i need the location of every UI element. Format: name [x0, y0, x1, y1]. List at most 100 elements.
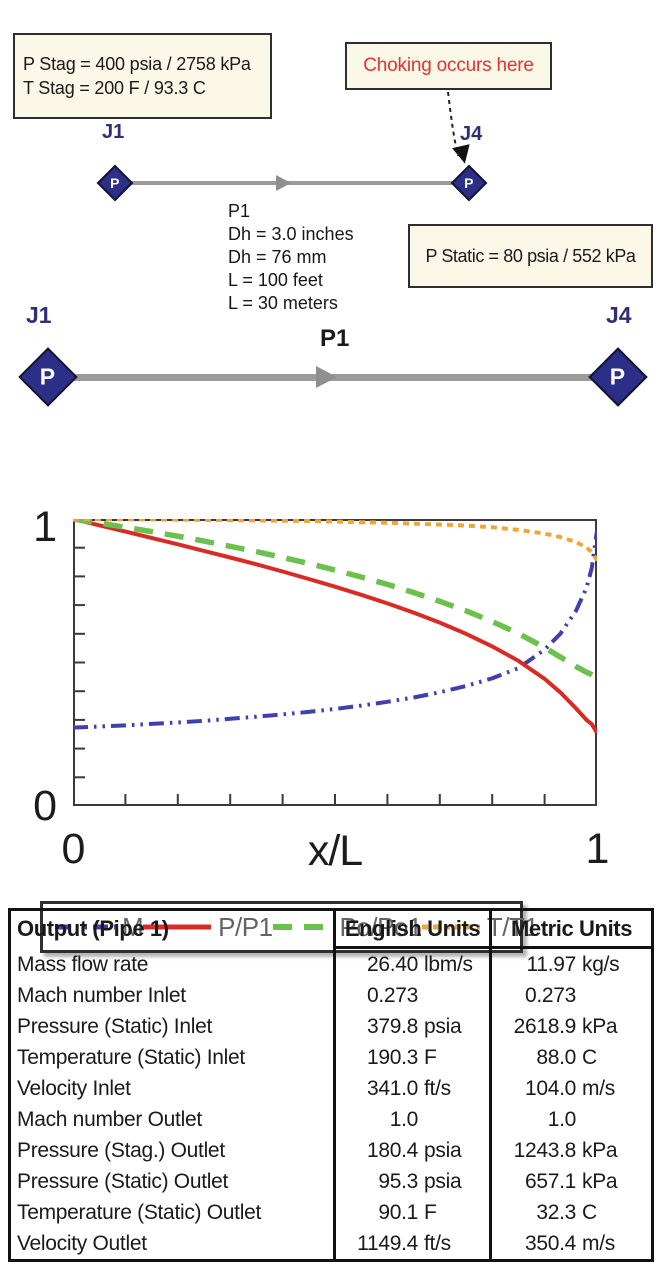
table-row-metric: 32.3 C: [489, 1197, 651, 1228]
table-header-metric: Metric Units: [489, 911, 651, 949]
table-row-english: 1149.4 ft/s: [333, 1228, 489, 1259]
flow-direction-arrow: [276, 175, 291, 191]
legend-item-popo1: Po/Po1: [272, 911, 423, 943]
static-pressure-text: P Static = 80 psia / 552 kPa: [425, 246, 636, 266]
value: 104.0: [524, 1077, 576, 1100]
pipe-properties-block: P1 Dh = 3.0 inches Dh = 76 mm L = 100 fe…: [228, 200, 354, 315]
pipe-prop-l-ft: L = 100 feet: [228, 270, 323, 290]
table-row-metric: 350.4 m/s: [489, 1228, 651, 1259]
junction-j4-symbol: P: [464, 175, 474, 191]
model-j4-symbol: P: [610, 363, 626, 390]
static-pressure-box: P Static = 80 psia / 552 kPa: [408, 224, 653, 288]
stag-pressure-text: P Stag = 400 psia / 2758 kPa: [23, 54, 251, 74]
table-row-label: Temperature (Static) Outlet: [17, 1201, 261, 1224]
value: 0.273: [524, 984, 576, 1007]
table-row-label: Pressure (Static) Outlet: [17, 1170, 229, 1193]
junction-j1-symbol: P: [110, 175, 120, 191]
table-row-english: 190.3 F: [333, 1042, 489, 1073]
table-row-metric: 11.97 kg/s: [489, 949, 651, 980]
legend-line-m-icon: [55, 924, 115, 930]
unit: kPa: [582, 1139, 618, 1162]
table-row-metric: 88.0 C: [489, 1042, 651, 1073]
value: 350.4: [524, 1232, 576, 1255]
value: 2618.9: [513, 1015, 577, 1038]
model-j4-node: P: [588, 347, 648, 407]
unit: C: [582, 1046, 597, 1069]
value: 1.0: [389, 1108, 419, 1131]
unit: kPa: [582, 1170, 618, 1193]
table-row-english: 341.0 ft/s: [333, 1073, 489, 1104]
unit: F: [424, 1046, 437, 1069]
table-row-english: 379.8 psia: [333, 1011, 489, 1042]
pipe-prop-dh-mm: Dh = 76 mm: [228, 247, 327, 267]
table-row-english: 95.3 psia: [333, 1166, 489, 1197]
x-axis-title: x/L: [307, 827, 363, 875]
fanno-flow-chart: M P/P1 Po/Po1 T/T1 1 0 0 x/L 1: [0, 445, 664, 953]
model-flow-arrow: [316, 366, 337, 388]
unit: kPa: [582, 1015, 618, 1038]
junction-j4-label: J4: [460, 123, 483, 145]
unit: C: [582, 1201, 597, 1224]
table-row-metric: 657.1 kPa: [489, 1166, 651, 1197]
table-row-label: Velocity Outlet: [17, 1232, 147, 1255]
y-tick-label-0: 0: [33, 782, 57, 830]
value: 95.3: [378, 1170, 418, 1193]
unit: psia: [424, 1139, 462, 1162]
x-tick-label-1: 1: [585, 825, 610, 873]
unit: m/s: [582, 1077, 615, 1100]
value: 26.40: [366, 953, 418, 976]
stagnation-conditions-box: P Stag = 400 psia / 2758 kPa T Stag = 20…: [13, 33, 272, 119]
unit: ft/s: [424, 1232, 451, 1255]
legend-label-pp1: P/P1: [218, 911, 273, 942]
pipe-p1-line: [128, 181, 456, 185]
legend-item-tt1: T/T1: [421, 911, 539, 943]
table-row-label: Pressure (Static) Inlet: [17, 1015, 212, 1038]
chart-legend: M P/P1 Po/Po1 T/T1: [40, 901, 539, 953]
value: 1243.8: [513, 1139, 577, 1162]
x-tick-label-0: 0: [61, 825, 86, 873]
table-row-english: 180.4 psia: [333, 1135, 489, 1166]
table-row-english: 1.0: [333, 1104, 489, 1135]
value: 180.4: [366, 1139, 418, 1162]
series-line-PoPo1: [73, 519, 597, 680]
table-row-metric: 1.0: [489, 1104, 651, 1135]
model-j1-node: P: [18, 347, 78, 407]
table-row-metric: 104.0 m/s: [489, 1073, 651, 1104]
unit: psia: [424, 1015, 462, 1038]
value: 88.0: [536, 1046, 576, 1069]
value: 341.0: [366, 1077, 418, 1100]
value: 657.1: [524, 1170, 576, 1193]
model-schematic: J1 J4 P1 P P: [0, 295, 664, 445]
table-row-english: 0.273: [333, 980, 489, 1011]
table-header-english: English Units: [333, 911, 489, 949]
unit: lbm/s: [424, 953, 473, 976]
choking-callout-text: Choking occurs here: [363, 55, 534, 76]
series-line-TT1: [73, 519, 597, 562]
series-line-PP1: [73, 519, 597, 734]
value: 32.3: [536, 1201, 576, 1224]
table-row-english: 26.40 lbm/s: [333, 949, 489, 980]
legend-label-popo1: Po/Po1: [339, 911, 423, 942]
value: 0.273: [366, 984, 418, 1007]
unit: psia: [424, 1170, 462, 1193]
table-row-label: Mass flow rate: [17, 953, 149, 976]
table-row-metric: 0.273: [489, 980, 651, 1011]
plot-area: [73, 519, 597, 806]
unit: kg/s: [582, 953, 620, 976]
model-pipe-label: P1: [320, 325, 350, 352]
value: 1149.4: [357, 1232, 418, 1255]
table-row-metric: 1243.8 kPa: [489, 1135, 651, 1166]
value: 90.1: [378, 1201, 418, 1224]
legend-label-tt1: T/T1: [486, 911, 539, 942]
choke-arrow: [447, 91, 470, 164]
value: 1.0: [547, 1108, 577, 1131]
pipe-name: P1: [228, 201, 251, 221]
table-row-metric: 2618.9 kPa: [489, 1011, 651, 1042]
junction-j1-node: P: [96, 164, 134, 202]
model-j4-label: J4: [606, 302, 632, 328]
pipe-prop-l-m: L = 30 meters: [228, 293, 338, 313]
table-title: Output (Pipe 1): [17, 916, 169, 941]
legend-label-m: M: [122, 911, 144, 942]
table-row-label: Mach number Inlet: [17, 984, 186, 1007]
